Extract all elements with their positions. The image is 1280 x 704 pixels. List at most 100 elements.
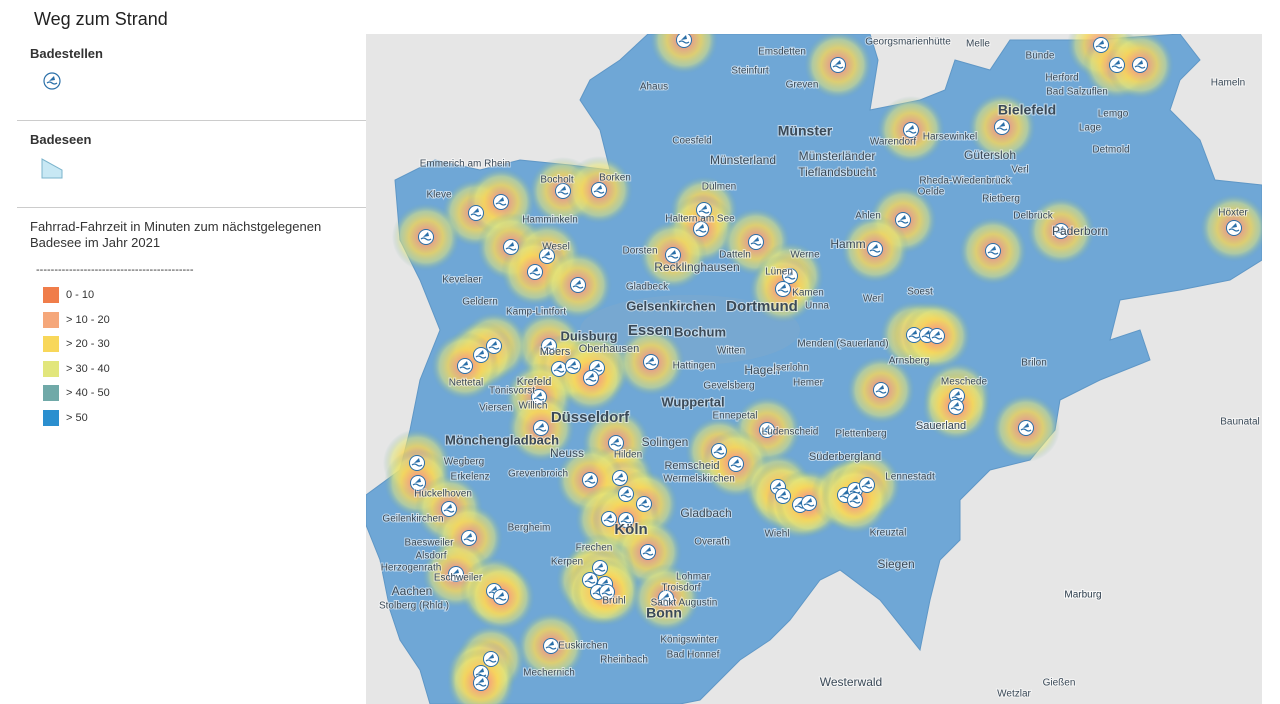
icon-ring — [759, 422, 775, 438]
icon-umbrella — [556, 364, 562, 369]
icon-ring — [468, 205, 484, 221]
icon-ring — [775, 281, 791, 297]
icon-ring — [541, 338, 557, 354]
bath-site — [565, 358, 581, 374]
place-label: Hagen — [744, 363, 779, 377]
icon-umbrella — [596, 185, 602, 190]
place-label: Wetzlar — [997, 689, 1031, 700]
bath-site — [1109, 57, 1125, 73]
lake-swatch — [41, 158, 63, 179]
place-label: Detmold — [1092, 145, 1129, 156]
place-label: Siegen — [877, 557, 914, 571]
place-label: Verl — [1011, 165, 1028, 176]
icon-ring — [847, 492, 863, 508]
icon-ring — [1018, 420, 1034, 436]
icon-wave — [931, 336, 943, 340]
bath-site — [486, 338, 502, 354]
place-label: Warendorf — [870, 137, 917, 148]
icon-wave — [475, 355, 487, 359]
place-label: Datteln — [719, 250, 751, 261]
icon-wave — [761, 430, 773, 434]
place-label: Dortmund — [726, 298, 798, 315]
icon-umbrella — [623, 489, 629, 494]
place-label: Herzogenrath — [381, 563, 442, 574]
separator — [17, 207, 366, 208]
icon-ring — [1132, 57, 1148, 73]
bath-site — [493, 194, 509, 210]
bath-site — [461, 530, 477, 546]
place-label: Willich — [519, 401, 548, 412]
bath-site — [711, 443, 727, 459]
legend-section-title: Fahrrad-Fahrzeit in Minuten zum nächstge… — [30, 219, 322, 250]
icon-wave — [996, 127, 1008, 131]
place-label: Delbrück — [1013, 211, 1053, 222]
icon-umbrella — [852, 485, 858, 490]
icon-wave — [505, 247, 517, 251]
place-label: Lennestadt — [885, 472, 935, 483]
place-label: Bergheim — [508, 523, 551, 534]
bath-site — [782, 268, 798, 284]
legend-swatch — [43, 336, 59, 352]
bath-site — [618, 486, 634, 502]
icon-umbrella — [466, 533, 472, 538]
place-label: Arnsberg — [889, 356, 930, 367]
icon-wave — [533, 397, 545, 401]
icon-ring — [493, 589, 509, 605]
bath-site — [541, 338, 557, 354]
icon-umbrella — [604, 587, 610, 592]
icon-ring — [582, 572, 598, 588]
bath-site — [583, 370, 599, 386]
icon-ring — [859, 477, 875, 493]
icon-ring — [473, 347, 489, 363]
place-label: Baunatal — [1220, 417, 1259, 428]
bath-site — [775, 281, 791, 297]
place-label: Moers — [540, 346, 571, 358]
place-label: Bocholt — [540, 175, 574, 186]
icon-umbrella — [641, 499, 647, 504]
icon-wave — [908, 335, 920, 339]
icon-wave — [750, 242, 762, 246]
icon-umbrella — [775, 482, 781, 487]
place-label: Viersen — [479, 403, 513, 414]
bath-site — [759, 422, 775, 438]
bath-site — [1226, 220, 1242, 236]
app-title: Weg zum Strand — [34, 9, 168, 29]
icon-ring — [643, 354, 659, 370]
icon-ring — [539, 248, 555, 264]
place-label: Emmerich am Rhein — [420, 159, 511, 170]
place-label: Ahaus — [640, 82, 668, 93]
icon-umbrella — [716, 446, 722, 451]
place-label: Dülmen — [702, 182, 736, 193]
icon-umbrella — [787, 271, 793, 276]
icon-wave — [695, 229, 707, 233]
legend-label: > 10 - 20 — [66, 313, 110, 326]
icon-wave — [1020, 428, 1032, 432]
place-label: Erkelenz — [451, 472, 490, 483]
icon-wave — [567, 366, 579, 370]
icon-wave — [777, 289, 789, 293]
place-label: Grevenbroich — [508, 469, 568, 480]
icon-ring — [551, 361, 567, 377]
bath-site — [643, 354, 659, 370]
place-label: Werl — [863, 294, 883, 305]
bath-site — [994, 119, 1010, 135]
bath-site — [599, 584, 615, 600]
icon-ring — [591, 182, 607, 198]
icon-umbrella — [648, 357, 654, 362]
icon-umbrella — [498, 197, 504, 202]
place-label: Meschede — [941, 377, 988, 388]
icon-ring — [583, 370, 599, 386]
icon-wave — [905, 130, 917, 134]
separator — [17, 120, 366, 121]
icon-umbrella — [415, 478, 421, 483]
icon-umbrella — [934, 331, 940, 336]
icon-wave — [495, 202, 507, 206]
icon-umbrella — [1058, 226, 1064, 231]
icon-umbrella — [587, 475, 593, 480]
place-label: Münsterländer — [799, 149, 876, 163]
bath-site — [658, 590, 674, 606]
icon-wave — [713, 451, 725, 455]
bath-site — [693, 221, 709, 237]
place-label: Borken — [599, 173, 631, 184]
legend-panel: Weg zum Strand Badestellen Badeseen Fahr… — [0, 0, 366, 704]
